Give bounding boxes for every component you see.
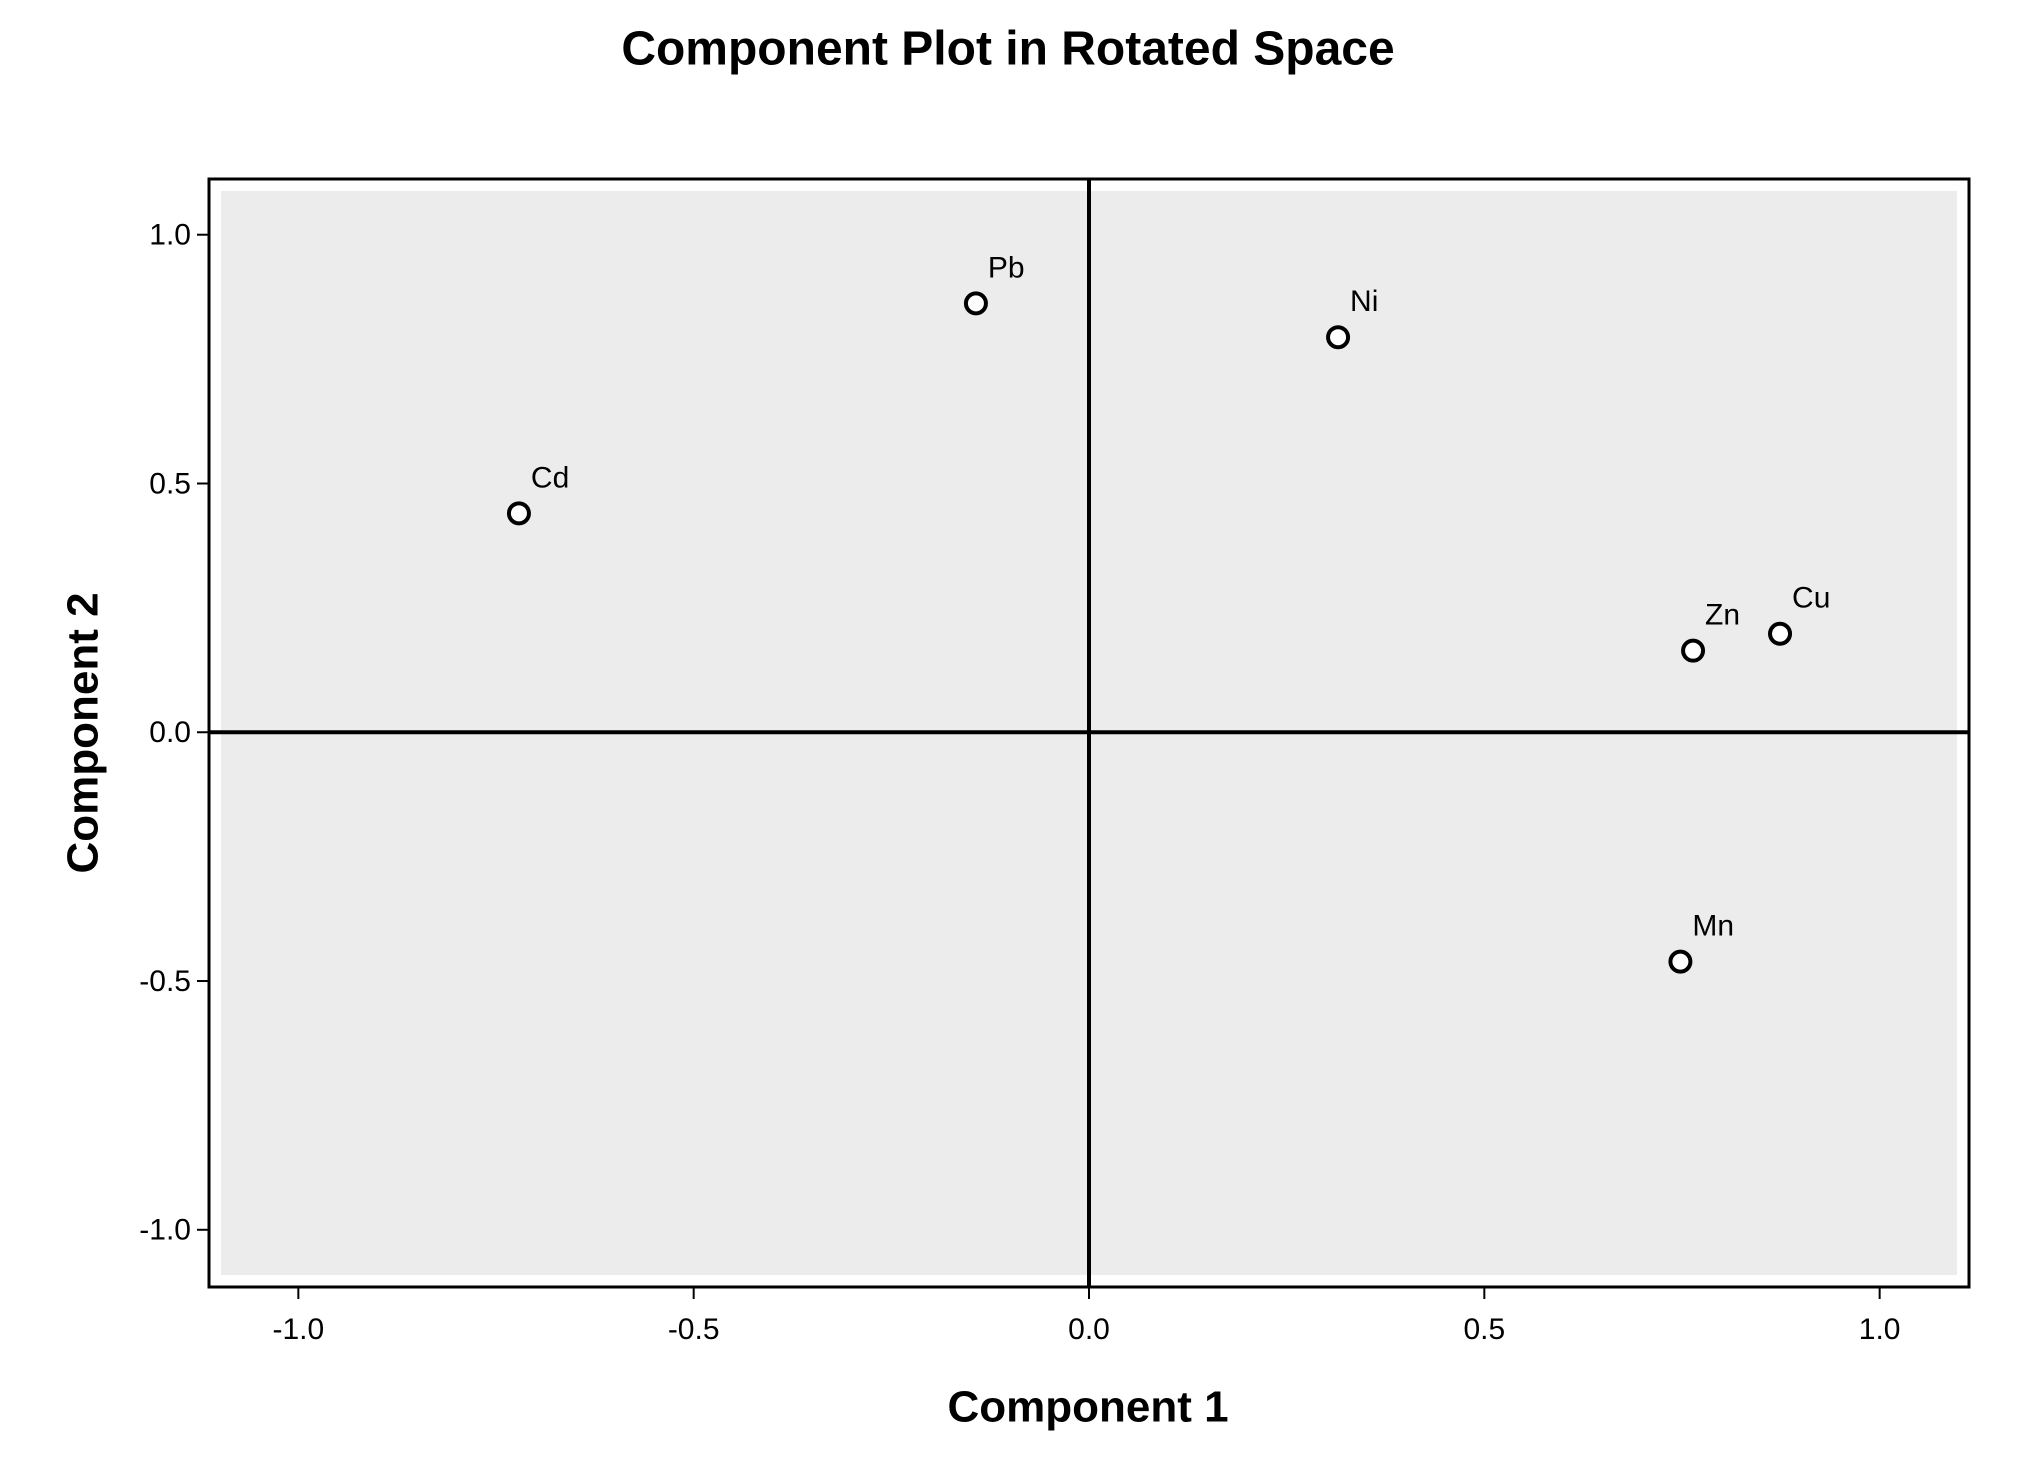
chart-title: Component Plot in Rotated Space xyxy=(621,23,1394,76)
point-label: Pb xyxy=(988,251,1025,284)
x-tick-label: -0.5 xyxy=(668,1313,720,1346)
point xyxy=(1681,638,1706,663)
point xyxy=(506,501,531,526)
y-tick-label: 0.0 xyxy=(149,716,191,749)
point xyxy=(1668,949,1693,974)
x-axis-label: Component 1 xyxy=(947,1383,1228,1432)
y-tick-label: 1.0 xyxy=(149,219,191,252)
x-tick-label: -1.0 xyxy=(272,1313,324,1346)
point xyxy=(1768,621,1793,646)
point xyxy=(1326,325,1351,350)
y-tick-label: 0.5 xyxy=(149,467,191,500)
point-label: Zn xyxy=(1705,599,1740,632)
x-tick-label: 0.5 xyxy=(1463,1313,1505,1346)
x-tick-label: 1.0 xyxy=(1859,1313,1901,1346)
point-label: Cd xyxy=(531,461,569,494)
y-tick-label: -0.5 xyxy=(139,965,191,998)
x-tick-label: 0.0 xyxy=(1068,1313,1110,1346)
y-tick-label: -1.0 xyxy=(139,1214,191,1247)
point xyxy=(963,291,988,316)
point-label: Cu xyxy=(1792,582,1830,615)
point-label: Ni xyxy=(1350,285,1378,318)
y-axis-label: Component 2 xyxy=(59,592,108,873)
point-label: Mn xyxy=(1692,910,1734,943)
